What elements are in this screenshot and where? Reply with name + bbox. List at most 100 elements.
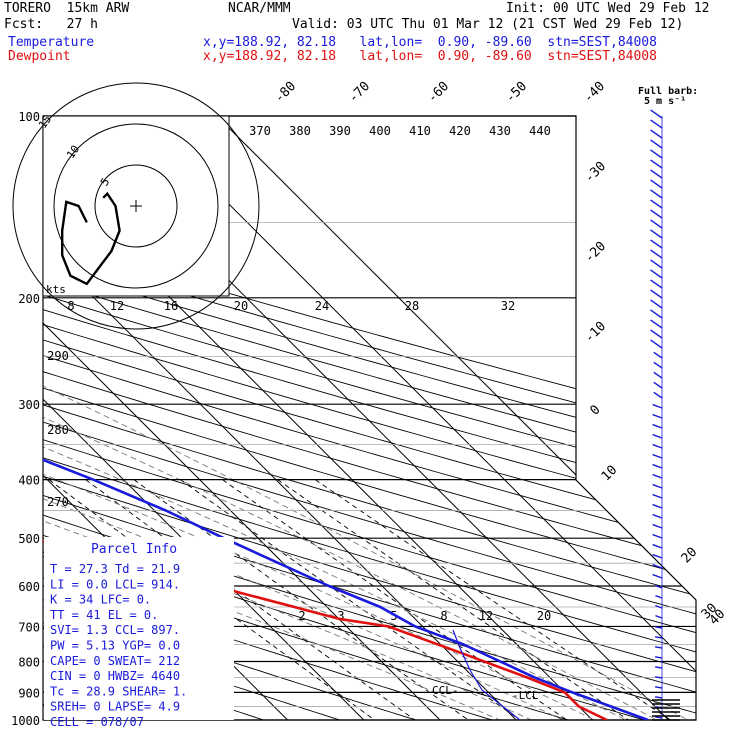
wind-barb [655,614,663,619]
mixing-ratio-line [315,479,691,720]
wind-barb [654,626,663,629]
wind-barb [652,423,663,429]
theta-label: 390 [329,124,351,138]
dry-adiabat-line [43,116,696,720]
wind-barb [652,473,663,479]
theta-label: 380 [289,124,311,138]
wind-barbs [650,109,680,721]
theta-label: 400 [369,124,391,138]
wind-barb [650,149,663,159]
dry-adiabat-line [43,116,696,720]
dry-adiabat-line [43,116,696,720]
wind-barb [655,594,663,599]
dry-adiabat-line [43,116,696,720]
wind-barb [652,483,663,489]
parcel-path [452,629,521,720]
mixing-ratio-label: 20 [234,299,248,313]
parcel-info-row: T = 27.3 Td = 21.9 [50,562,180,576]
mixing-ratio-label: 8 [67,299,74,313]
wind-barb [653,371,663,379]
wind-barb [650,319,663,329]
wind-barb [650,289,663,299]
wind-barb [650,249,663,259]
lcl-marker: -LCL [512,689,539,702]
forecast-hour: Fcst: 27 h [4,17,98,32]
wind-barb [652,563,663,569]
mixing-ratio-label: 24 [315,299,329,313]
plot-border [42,115,697,721]
hodograph-unit-label: kts [46,283,66,296]
isotherm-label: 10 [599,463,621,485]
wind-barb [654,656,663,659]
mixing-ratio-label: 2 [298,609,305,623]
wind-barb [650,169,663,179]
dry-adiabat-line [43,116,696,720]
wind-barb [655,604,663,609]
mixing-ratio-line [48,479,393,720]
wind-barb [650,159,663,169]
parcel-info-row: PW = 5.13 YGP= 0.0 [50,639,180,653]
dry-adiabat-line [43,116,696,720]
pressure-label: 300 [18,398,40,412]
wind-barb [650,139,663,149]
wind-barb [654,696,663,699]
wind-barb [653,391,663,399]
isotherm-label: -70 [346,79,373,106]
dry-adiabat-line [43,116,696,720]
wind-barb [650,179,663,189]
wind-barb [652,573,663,579]
dry-adiabat-line [43,116,696,720]
parcel-info-background [44,537,234,720]
pressure-label: 500 [18,532,40,546]
parcel-info-row: TT = 41 EL = 0. [50,608,158,622]
wind-barb [654,676,663,679]
theta-label: 370 [249,124,271,138]
wind-barb [652,523,663,529]
dry-adiabat-line [43,116,536,720]
wind-barb [652,533,663,539]
dry-adiabat-line [43,116,696,720]
wind-barb [652,553,663,559]
pressure-label: 100 [18,110,40,124]
isotherm-line [43,116,377,720]
dewpoint-legend: Dewpoint [8,49,71,64]
pressure-label: 200 [18,292,40,306]
wind-barb [650,299,663,309]
wind-barb [652,543,663,549]
wind-barb [650,279,663,289]
dry-adiabat-line [43,116,696,720]
temperature-line [43,116,649,720]
model-title: TORERO 15km ARW [4,1,130,16]
wind-barb [653,351,663,359]
isotherm-label: -10 [582,319,609,346]
wind-barb [650,229,663,239]
wind-barb [654,666,663,669]
pressure-label: 800 [18,655,40,669]
wind-barb [650,189,663,199]
isotherm-line [140,116,696,720]
isotherm-label: -30 [582,159,609,186]
mixing-ratio-line [277,479,648,720]
mixing-ratio-label: 12 [110,299,124,313]
mixing-ratio-line [180,479,539,720]
isotherm-line [43,116,454,720]
mixing-ratio-label: 28 [405,299,419,313]
isotherm-label: -20 [582,239,609,266]
wind-barb [650,109,663,119]
parcel-info-title: Parcel Info [91,542,177,557]
pressure-label: 600 [18,580,40,594]
dry-adiabat-line [43,116,458,720]
theta-label: 420 [449,124,471,138]
pressure-label: 700 [18,620,40,634]
mixing-ratio-label: 32 [501,299,515,313]
moist-adiabat-line [43,283,682,720]
wind-barb [654,636,663,639]
dry-adiabat-line [43,116,696,720]
moist-adiabat-line [43,283,560,720]
theta-label: 270 [47,495,69,509]
pressure-label: 1000 [11,714,40,728]
parcel-info-row: K = 34 LFC= 0. [50,593,151,607]
hodograph-trace [61,191,121,286]
